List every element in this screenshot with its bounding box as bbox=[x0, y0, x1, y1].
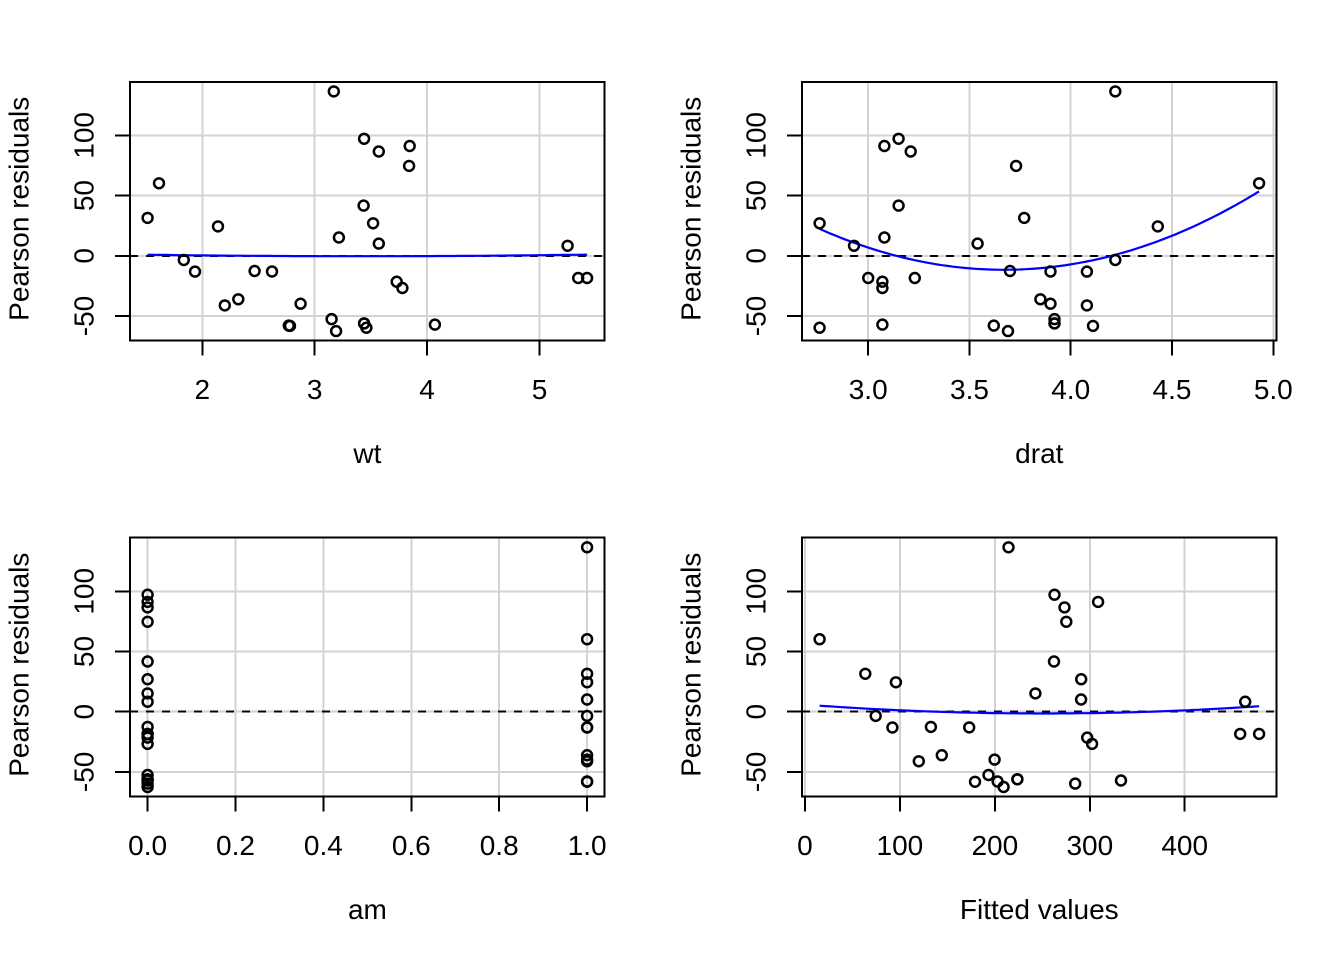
svg-text:400: 400 bbox=[1161, 830, 1208, 861]
svg-text:2: 2 bbox=[195, 374, 211, 405]
svg-text:100: 100 bbox=[877, 830, 924, 861]
svg-text:0: 0 bbox=[741, 248, 772, 264]
svg-text:0.0: 0.0 bbox=[128, 830, 167, 861]
svg-text:0.8: 0.8 bbox=[480, 830, 519, 861]
svg-text:am: am bbox=[348, 894, 387, 925]
svg-text:100: 100 bbox=[741, 112, 772, 159]
svg-text:300: 300 bbox=[1066, 830, 1113, 861]
svg-text:0.6: 0.6 bbox=[392, 830, 431, 861]
svg-text:Pearson residuals: Pearson residuals bbox=[676, 97, 707, 321]
svg-text:0.2: 0.2 bbox=[216, 830, 255, 861]
svg-text:3.0: 3.0 bbox=[849, 374, 888, 405]
svg-text:4.0: 4.0 bbox=[1051, 374, 1090, 405]
svg-text:50: 50 bbox=[69, 180, 100, 211]
svg-text:-50: -50 bbox=[741, 752, 772, 792]
svg-text:50: 50 bbox=[741, 180, 772, 211]
svg-text:4.5: 4.5 bbox=[1153, 374, 1192, 405]
svg-text:-50: -50 bbox=[741, 296, 772, 336]
svg-text:200: 200 bbox=[971, 830, 1018, 861]
svg-text:0: 0 bbox=[69, 248, 100, 264]
svg-text:50: 50 bbox=[69, 636, 100, 667]
svg-text:Pearson residuals: Pearson residuals bbox=[4, 553, 35, 777]
svg-text:-50: -50 bbox=[69, 752, 100, 792]
svg-text:3: 3 bbox=[307, 374, 323, 405]
svg-text:-50: -50 bbox=[69, 296, 100, 336]
svg-text:4: 4 bbox=[419, 374, 435, 405]
svg-text:0: 0 bbox=[69, 704, 100, 720]
svg-text:100: 100 bbox=[69, 112, 100, 159]
svg-text:50: 50 bbox=[741, 636, 772, 667]
svg-text:Pearson residuals: Pearson residuals bbox=[676, 553, 707, 777]
svg-text:0: 0 bbox=[797, 830, 813, 861]
svg-text:5: 5 bbox=[532, 374, 548, 405]
svg-text:5.0: 5.0 bbox=[1254, 374, 1293, 405]
svg-text:Fitted values: Fitted values bbox=[960, 894, 1119, 925]
svg-text:100: 100 bbox=[741, 568, 772, 615]
svg-text:Pearson residuals: Pearson residuals bbox=[4, 97, 35, 321]
svg-text:3.5: 3.5 bbox=[950, 374, 989, 405]
svg-text:1.0: 1.0 bbox=[568, 830, 607, 861]
svg-text:drat: drat bbox=[1015, 438, 1063, 469]
svg-text:100: 100 bbox=[69, 568, 100, 615]
svg-text:wt: wt bbox=[352, 438, 381, 469]
svg-text:0.4: 0.4 bbox=[304, 830, 343, 861]
svg-text:0: 0 bbox=[741, 704, 772, 720]
